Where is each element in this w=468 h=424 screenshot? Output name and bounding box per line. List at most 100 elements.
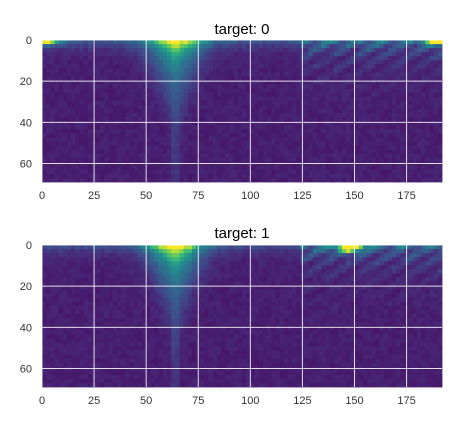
heatmap-cell [350,100,355,106]
heatmap-cell [175,72,180,77]
heatmap-cell [421,281,426,286]
heatmap-cell [175,293,180,299]
heatmap-cell [254,305,260,311]
heatmap-cell [254,257,260,262]
heatmap-cell [121,157,126,163]
heatmap-cell [317,165,322,171]
heatmap-cell [242,84,247,90]
heatmap-cell [387,269,393,274]
heatmap-cell [246,177,251,183]
heatmap-cell [437,145,443,150]
heatmap-cell [383,149,389,154]
heatmap-cell [425,88,430,94]
heatmap-cell [333,273,339,278]
heatmap-cell [192,88,197,94]
heatmap-cell [87,72,93,77]
heatmap-cell [104,257,110,262]
heatmap-cell [254,44,260,49]
heatmap-cell [183,96,189,102]
heatmap-cell [237,173,243,179]
heatmap-cell [392,64,397,69]
heatmap-cell [83,141,89,146]
heatmap-cell [67,48,72,53]
heatmap-cell [400,88,405,94]
heatmap-cell [350,84,355,90]
heatmap-cell [137,84,143,90]
heatmap-cell [433,96,439,102]
heatmap-cell [337,100,343,106]
heatmap-cell [425,281,430,286]
heatmap-cell [350,80,355,86]
heatmap-cell [212,92,218,98]
heatmap-cell [408,289,414,295]
heatmap-cell [325,173,330,179]
heatmap-cell [350,273,355,278]
heatmap-cell [437,165,443,171]
heatmap-cell [100,117,105,122]
heatmap-cell [342,257,347,262]
heatmap-cell [204,44,210,49]
heatmap-cell [133,104,139,110]
heatmap-cell [358,100,364,106]
heatmap-cell [383,301,389,307]
heatmap-cell [67,273,72,278]
heatmap-cell [100,253,105,258]
heatmap-cell [96,76,101,81]
heatmap-cell [292,56,297,61]
heatmap-cell [362,269,368,274]
heatmap-cell [54,309,60,315]
heatmap-cell [62,269,68,274]
heatmap-cell [379,84,385,90]
heatmap-cell [212,257,218,262]
heatmap-cell [83,80,89,86]
heatmap-cell [212,281,218,286]
heatmap-cell [237,108,243,114]
heatmap-cell [54,273,60,278]
heatmap-cell [225,305,230,311]
heatmap-cell [208,305,214,311]
heatmap-cell [117,289,122,295]
heatmap-cell [221,269,226,274]
heatmap-cell [275,281,280,286]
heatmap-cell [400,257,405,262]
heatmap-cell [179,44,185,49]
heatmap-cell [208,104,214,110]
heatmap-cell [175,68,180,73]
heatmap-cell [342,117,347,122]
heatmap-cell [250,285,255,291]
heatmap-cell [333,44,339,49]
heatmap-cell [354,293,360,299]
heatmap-cell [112,249,118,254]
heatmap-cell [271,273,276,278]
heatmap-cell [183,92,189,98]
heatmap-cell [71,96,76,102]
heatmap-cell [329,137,335,142]
heatmap-cell [400,169,405,175]
x-tick-label: 125 [293,190,311,202]
heatmap-cell [317,40,322,45]
heatmap-cell [62,100,68,106]
heatmap-cell [58,253,64,258]
heatmap-cell [58,113,64,118]
heatmap-cell [267,177,272,183]
heatmap-cell [137,265,143,270]
heatmap-cell [279,297,285,303]
heatmap-cell [75,52,80,57]
heatmap-cell [133,169,139,175]
heatmap-cell [350,277,355,282]
heatmap-cell [417,257,422,262]
heatmap-cell [337,285,343,291]
heatmap-cell [254,265,260,270]
heatmap-cell [437,149,443,154]
heatmap-cell [50,137,55,142]
heatmap-cell [79,289,85,295]
heatmap-cell [346,253,351,258]
heatmap-cell [79,253,85,258]
heatmap-cell [375,121,380,126]
heatmap-cell [375,253,380,258]
heatmap-cell [267,245,272,250]
heatmap-cell [387,52,393,57]
heatmap-cell [358,121,364,126]
heatmap-cell [192,129,197,134]
heatmap-cell [46,141,51,146]
